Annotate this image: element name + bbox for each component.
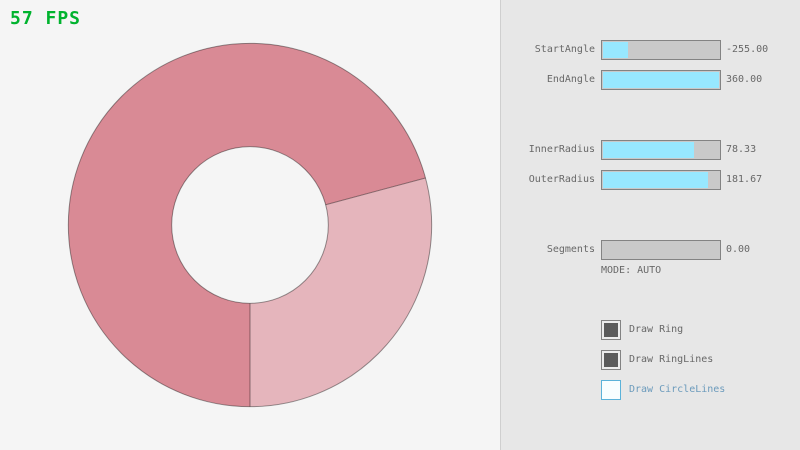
outer-radius-row: OuterRadius 181.67 — [501, 170, 800, 190]
slider-fill — [603, 72, 719, 88]
slider-fill — [603, 142, 694, 158]
mode-label: MODE: AUTO — [601, 265, 662, 276]
ring-sector-double-pass — [68, 43, 426, 407]
ring-chart — [67, 42, 433, 408]
outer-radius-value: 181.67 — [726, 174, 763, 185]
draw-ringlines-label: Draw RingLines — [629, 354, 714, 365]
segments-label: Segments — [546, 244, 595, 255]
draw-ring-label: Draw Ring — [629, 324, 684, 335]
end-angle-slider[interactable] — [601, 70, 721, 90]
inner-radius-row: InnerRadius 78.33 — [501, 140, 800, 160]
fps-counter: 57 FPS — [10, 8, 82, 29]
inner-radius-value: 78.33 — [726, 144, 757, 155]
slider-fill — [603, 172, 709, 188]
ring-start-angle-line — [325, 177, 426, 206]
draw-ring-checkbox[interactable] — [601, 320, 621, 340]
start-angle-slider[interactable] — [601, 40, 721, 60]
outer-radius-slider[interactable] — [601, 170, 721, 190]
ring-inner-outline — [171, 146, 329, 304]
end-angle-row: EndAngle 360.00 — [501, 70, 800, 90]
inner-radius-slider[interactable] — [601, 140, 721, 160]
segments-slider[interactable] — [601, 240, 721, 260]
ring-sector-single-pass — [250, 177, 432, 407]
start-angle-label: StartAngle — [534, 44, 595, 55]
draw-circlelines-checkbox[interactable] — [601, 380, 621, 400]
checkmark — [604, 353, 618, 367]
outer-radius-label: OuterRadius — [528, 174, 595, 185]
inner-radius-label: InnerRadius — [528, 144, 595, 155]
end-angle-label: EndAngle — [546, 74, 595, 85]
draw-circlelines-label: Draw CircleLines — [629, 384, 726, 395]
checkmark — [604, 323, 618, 337]
end-angle-value: 360.00 — [726, 74, 763, 85]
segments-value: 0.00 — [726, 244, 751, 255]
checkmark — [604, 383, 618, 397]
draw-ringlines-checkbox[interactable] — [601, 350, 621, 370]
segments-row: Segments 0.00 — [501, 240, 800, 260]
ring-outer-outline — [67, 42, 433, 408]
slider-fill — [603, 42, 629, 58]
controls-panel: StartAngle -255.00 EndAngle 360.00 Inner… — [500, 0, 800, 450]
start-angle-row: StartAngle -255.00 — [501, 40, 800, 60]
ring-canvas: 57 FPS — [10, 8, 433, 408]
start-angle-value: -255.00 — [726, 44, 769, 55]
